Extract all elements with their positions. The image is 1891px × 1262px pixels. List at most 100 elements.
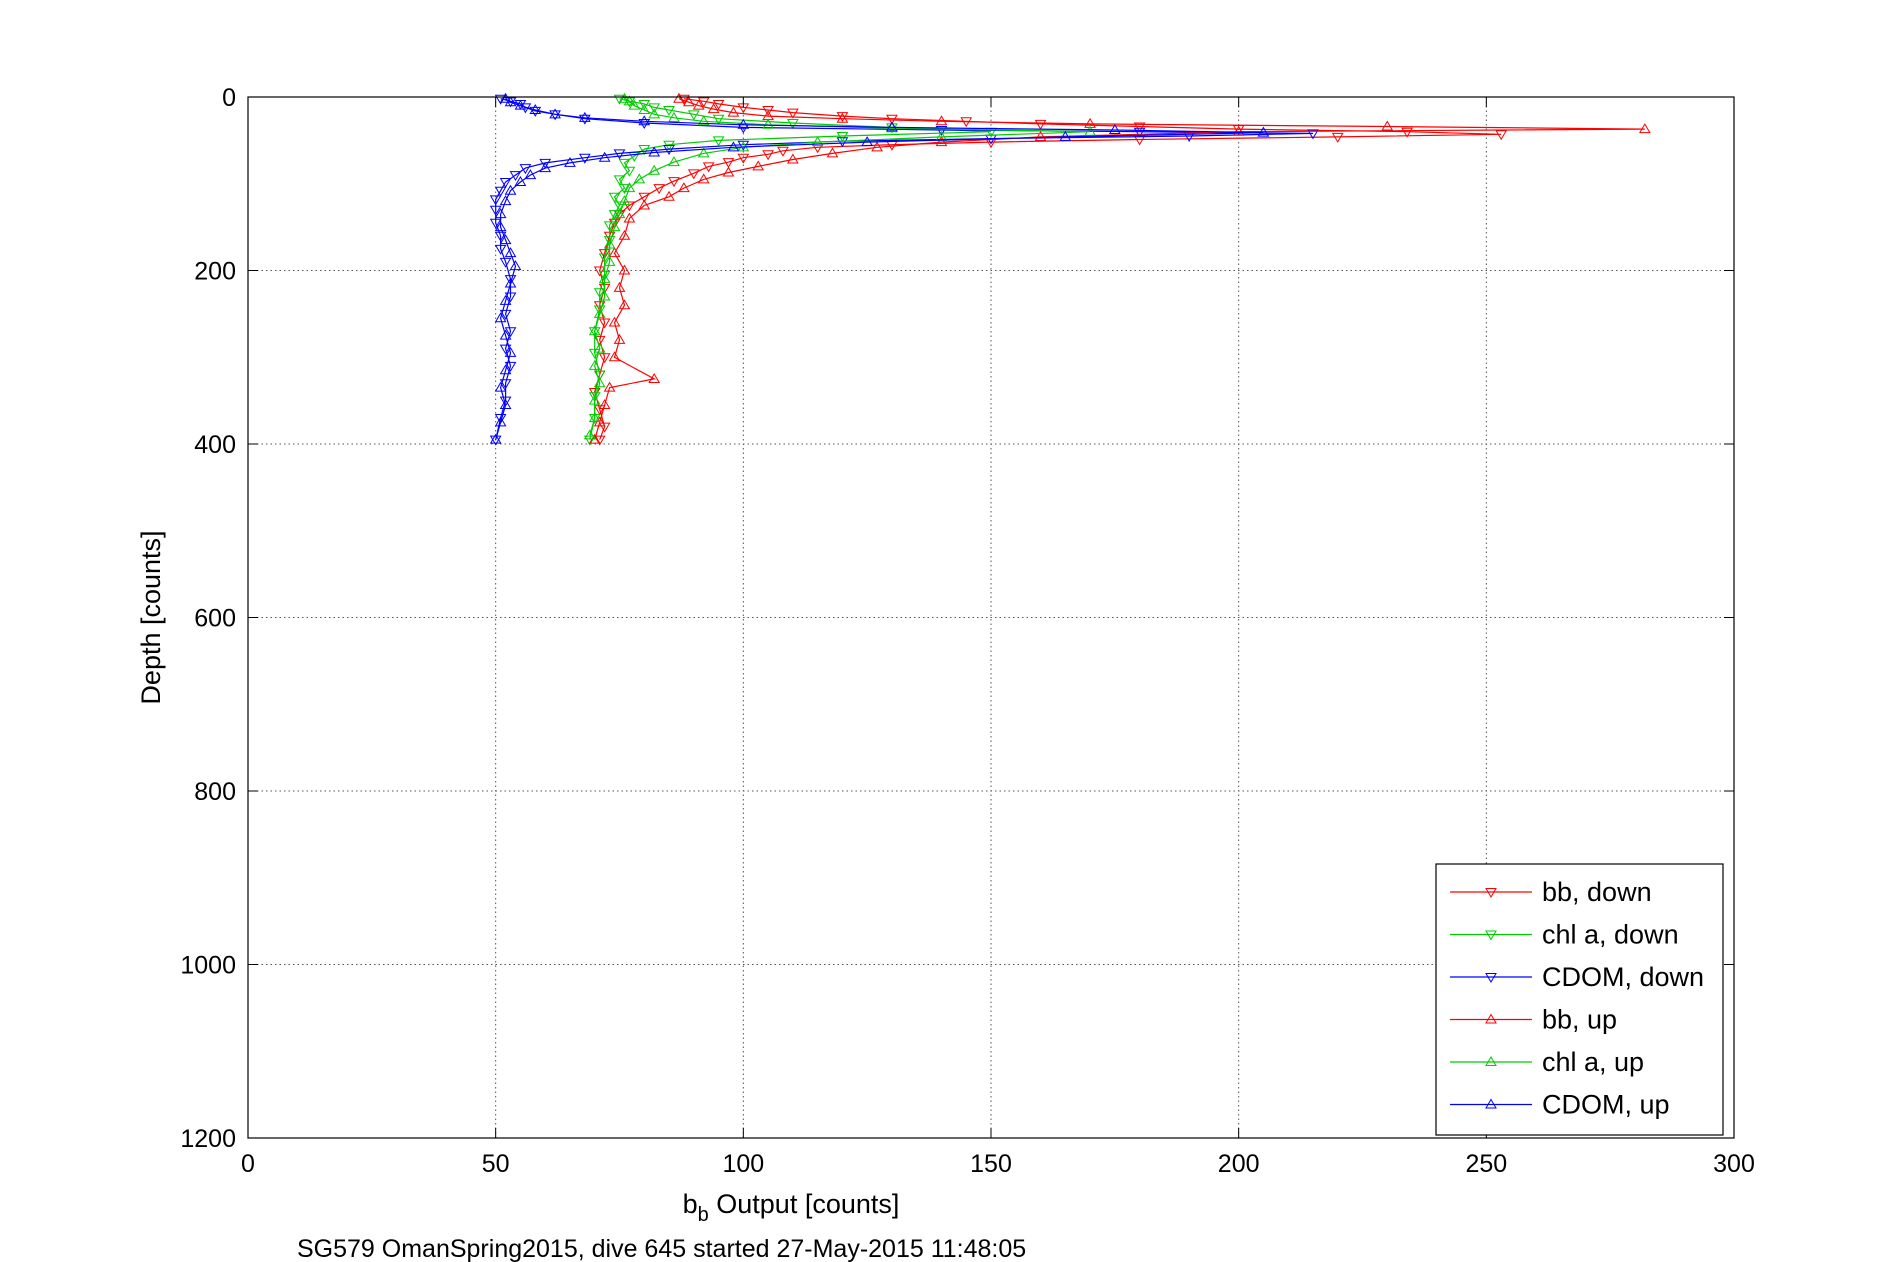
- footer-caption: SG579 OmanSpring2015, dive 645 started 2…: [297, 1235, 1026, 1262]
- x-tick-label: 0: [241, 1150, 255, 1178]
- data-point: [618, 92, 631, 103]
- data-point: [578, 111, 591, 122]
- legend: bb, down chl a, down CDOM, down bb, up chl a…: [1435, 863, 1724, 1136]
- data-point: [539, 162, 552, 173]
- legend-label: bb, down: [1542, 877, 1652, 907]
- x-axis-label-rest: Output [counts]: [709, 1189, 900, 1219]
- data-point: [786, 153, 799, 164]
- series-5: [489, 92, 1270, 444]
- data-point: [578, 114, 591, 125]
- data-point: [608, 210, 621, 221]
- data-point: [673, 92, 685, 103]
- data-point: [762, 150, 774, 161]
- legend-label: chl a, down: [1542, 920, 1679, 950]
- data-point: [613, 281, 626, 292]
- data-point: [623, 95, 636, 106]
- x-tick-label: 100: [722, 1150, 764, 1178]
- data-point: [836, 112, 849, 123]
- series-4: [583, 92, 1096, 440]
- data-point: [519, 164, 532, 175]
- data-point: [638, 145, 651, 156]
- data-point: [549, 108, 561, 119]
- data-point: [504, 275, 517, 286]
- data-point: [583, 429, 596, 440]
- data-point: [494, 94, 507, 105]
- data-point: [786, 108, 799, 119]
- data-point: [712, 136, 725, 147]
- legend-marker: [1485, 930, 1497, 941]
- data-point: [489, 218, 502, 229]
- data-point: [1401, 127, 1413, 138]
- data-point: [663, 145, 675, 156]
- data-point: [697, 147, 710, 158]
- data-point: [494, 221, 507, 232]
- data-point: [494, 244, 507, 255]
- data-point: [861, 136, 874, 147]
- data-point: [489, 205, 502, 216]
- data-point: [598, 151, 611, 162]
- data-point: [598, 273, 611, 284]
- y-axis-label: Depth [counts]: [136, 530, 166, 704]
- data-point: [504, 277, 517, 288]
- data-point: [583, 435, 596, 446]
- data-point: [623, 212, 636, 223]
- data-point: [499, 364, 512, 375]
- data-point: [613, 94, 626, 105]
- x-tick-label: 150: [970, 1150, 1012, 1178]
- data-point: [687, 110, 700, 121]
- x-axis-label-main: b: [683, 1189, 698, 1219]
- data-point: [588, 348, 601, 359]
- data-point: [1133, 122, 1146, 133]
- legend-label: CDOM, down: [1542, 962, 1704, 992]
- data-point: [593, 435, 606, 446]
- data-point: [935, 136, 948, 147]
- series-3: [588, 92, 1651, 444]
- data-point: [1133, 127, 1146, 138]
- data-point: [593, 405, 606, 416]
- x-axis-label-subscript: b: [698, 1204, 709, 1226]
- data-point: [648, 103, 661, 114]
- y-tick-label: 800: [194, 778, 236, 806]
- data-point: [653, 184, 666, 195]
- data-point: [727, 141, 740, 152]
- data-point: [593, 377, 606, 388]
- data-point: [935, 125, 948, 136]
- data-point: [529, 106, 542, 117]
- data-point: [598, 422, 611, 433]
- data-point: [1307, 129, 1319, 140]
- data-point: [618, 299, 631, 310]
- data-point: [1084, 125, 1096, 136]
- data-point: [1232, 125, 1245, 136]
- data-point: [509, 171, 522, 182]
- data-point: [499, 309, 512, 320]
- data-point: [648, 372, 661, 383]
- data-point: [678, 182, 690, 193]
- data-point: [504, 184, 517, 195]
- data-point: [539, 158, 552, 169]
- data-point: [712, 99, 725, 110]
- data-point: [499, 195, 512, 206]
- data-point: [697, 173, 710, 184]
- data-point: [618, 195, 631, 206]
- data-point: [618, 158, 631, 169]
- data-point: [737, 140, 750, 151]
- data-point: [499, 329, 512, 340]
- data-point: [727, 106, 740, 117]
- data-point: [1331, 132, 1344, 143]
- data-point: [663, 190, 675, 201]
- data-point: [618, 229, 631, 240]
- data-point: [777, 146, 789, 157]
- data-point: [593, 342, 606, 353]
- data-point: [762, 118, 774, 129]
- data-point: [499, 396, 512, 407]
- data-point: [499, 344, 512, 355]
- data-point: [1059, 130, 1072, 141]
- y-tick-label: 1200: [180, 1125, 236, 1153]
- series-line: [589, 98, 1091, 436]
- data-point: [588, 394, 601, 405]
- series-line: [589, 98, 992, 440]
- data-point: [499, 294, 512, 305]
- data-point: [504, 346, 517, 357]
- data-point: [687, 169, 700, 180]
- data-point: [786, 119, 799, 130]
